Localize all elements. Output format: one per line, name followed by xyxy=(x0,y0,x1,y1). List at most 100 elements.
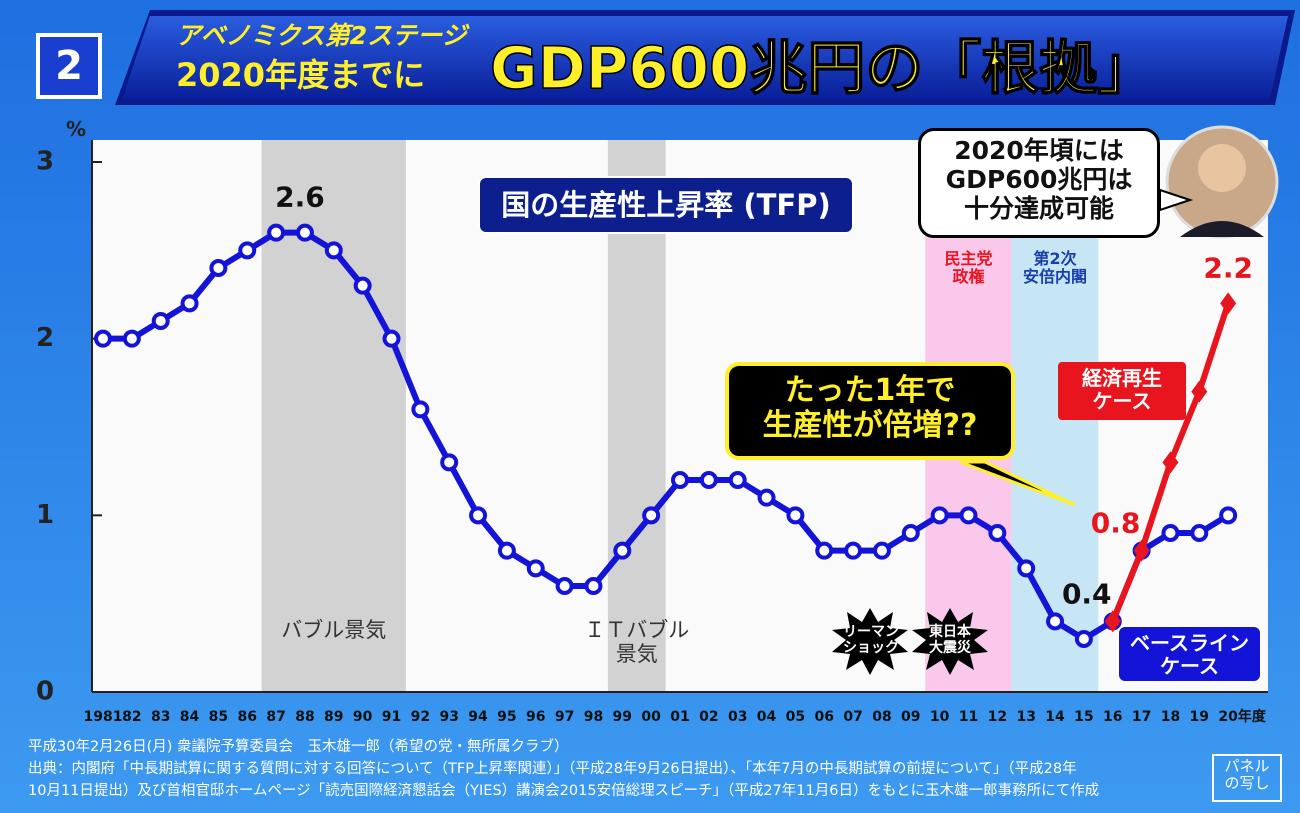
marker xyxy=(786,506,805,525)
x-tick-label: 95 xyxy=(497,709,516,725)
data-label: 0.4 xyxy=(1062,577,1112,610)
kicker: アベノミクス第2ステージ xyxy=(176,21,471,50)
x-tick-label: 04 xyxy=(757,709,777,725)
region-label: 第2次 安倍内閣 xyxy=(1023,249,1088,287)
legend-entry: ベースライン ケース xyxy=(1117,625,1262,683)
marker xyxy=(699,471,718,489)
marker xyxy=(526,559,545,578)
marker xyxy=(353,276,372,295)
x-tick-label: 09 xyxy=(901,709,920,725)
x-tick-label: 11 xyxy=(959,709,978,725)
marker xyxy=(411,400,430,419)
marker xyxy=(238,241,257,260)
marker xyxy=(1161,524,1180,542)
marker xyxy=(1220,292,1237,315)
x-tick-label: 82 xyxy=(122,709,141,725)
marker xyxy=(1046,612,1065,631)
footer-line: 平成30年2月26日(月) 衆議院予算委員会 玉木雄一郎（希望の党・無所属クラブ… xyxy=(28,739,569,755)
marker xyxy=(209,259,228,277)
header-band-inner xyxy=(122,16,1288,99)
x-tick-label: 97 xyxy=(555,709,574,725)
x-tick-label: 05 xyxy=(786,709,805,725)
header-subtitle: 2020年度までに xyxy=(176,56,425,94)
data-label: 2.2 xyxy=(1203,251,1253,284)
marker xyxy=(1162,451,1179,474)
marker xyxy=(872,541,891,560)
series-line xyxy=(103,229,1230,642)
footer-line: 10月11日提出）及び首相官邸ホームページ「読売国際経済懇話会（YIES）講演会… xyxy=(28,783,1100,799)
marker xyxy=(94,329,112,348)
data-label: 2.6 xyxy=(275,181,325,214)
footer-line: 出典：内閣府「中長期試算に関する質問に対する回答について（TFP上昇率関連）」（… xyxy=(28,761,1077,777)
y-tick-label: 0 xyxy=(36,677,54,707)
marker xyxy=(1190,524,1209,542)
quote: 2020年頃には GDP600兆円は 十分達成可能 xyxy=(918,128,1160,238)
marker xyxy=(497,541,516,560)
x-tick-label: 85 xyxy=(209,709,228,725)
y-unit: % xyxy=(66,117,86,141)
marker xyxy=(1219,506,1238,525)
marker xyxy=(1017,559,1036,578)
region-label: バブル景気 xyxy=(281,618,387,642)
chart-subtitle: 国の生産性上昇率 (TFP) xyxy=(478,176,854,234)
x-tick-label: 96 xyxy=(526,709,545,725)
speaker-suit xyxy=(1180,221,1264,237)
y-tick-label: 1 xyxy=(36,500,54,530)
x-tick-label: 16 xyxy=(1103,709,1122,725)
title: GDP600兆円の「根拠」 xyxy=(490,34,1155,102)
event-burst xyxy=(912,608,988,675)
x-tick-label: 94 xyxy=(468,709,488,725)
legend-entry: 経済再生 ケース xyxy=(1058,362,1186,420)
x-tick-label: 98 xyxy=(584,709,603,725)
region-label: ＩＴバブル 景気 xyxy=(584,618,690,667)
badge: 2 xyxy=(55,43,83,89)
marker xyxy=(180,294,199,313)
marker xyxy=(584,577,603,595)
x-tick-label: 10 xyxy=(930,709,950,725)
marker xyxy=(844,541,863,560)
x-tick-label: 1981 xyxy=(84,709,123,725)
marker xyxy=(988,524,1007,542)
marker xyxy=(1133,539,1150,562)
marker xyxy=(1191,380,1208,403)
x-tick-label: 91 xyxy=(382,709,401,725)
marker xyxy=(1074,630,1093,648)
speaker-face xyxy=(1198,144,1246,192)
marker xyxy=(1104,610,1121,633)
marker xyxy=(613,541,632,560)
x-tick-label: 86 xyxy=(238,709,257,725)
x-tick-label: 20年度 xyxy=(1218,708,1266,725)
y-tick-label: 2 xyxy=(36,323,54,353)
x-tick-label: 83 xyxy=(151,709,170,725)
x-tick-label: 99 xyxy=(613,709,632,725)
x-tick-label: 90 xyxy=(353,709,373,725)
callout-tail xyxy=(959,460,1076,507)
x-tick-label: 02 xyxy=(699,709,718,725)
x-tick-label: 01 xyxy=(670,709,689,725)
event-burst xyxy=(832,608,908,675)
region-label: 民主党 政権 xyxy=(944,249,993,287)
x-tick-label: 18 xyxy=(1161,709,1180,725)
x-tick-label: 00 xyxy=(641,709,661,725)
x-tick-label: 13 xyxy=(1016,709,1035,725)
marker xyxy=(440,453,459,472)
x-tick-label: 12 xyxy=(988,709,1007,725)
x-tick-label: 19 xyxy=(1190,709,1209,725)
marker xyxy=(295,223,314,242)
y-tick-label: 3 xyxy=(36,147,54,177)
marker xyxy=(382,329,401,348)
marker xyxy=(901,524,920,542)
shaded-region xyxy=(261,140,406,692)
marker xyxy=(267,223,286,242)
x-tick-label: 93 xyxy=(439,709,458,725)
marker xyxy=(959,506,978,525)
x-tick-label: 06 xyxy=(815,709,834,725)
marker xyxy=(469,506,488,525)
quote-tail xyxy=(1159,188,1194,212)
x-tick-label: 88 xyxy=(295,709,314,725)
stamp: パネル の写し xyxy=(1212,754,1282,802)
marker xyxy=(642,506,661,525)
x-tick-label: 14 xyxy=(1045,709,1065,725)
x-tick-label: 03 xyxy=(728,709,747,725)
